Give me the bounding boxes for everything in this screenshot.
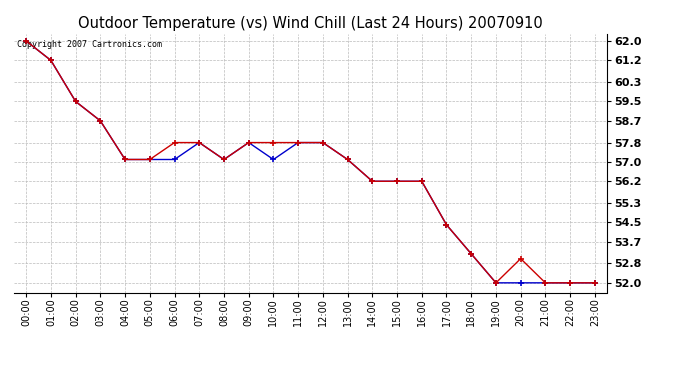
Title: Outdoor Temperature (vs) Wind Chill (Last 24 Hours) 20070910: Outdoor Temperature (vs) Wind Chill (Las… (78, 16, 543, 31)
Text: Copyright 2007 Cartronics.com: Copyright 2007 Cartronics.com (17, 40, 161, 49)
